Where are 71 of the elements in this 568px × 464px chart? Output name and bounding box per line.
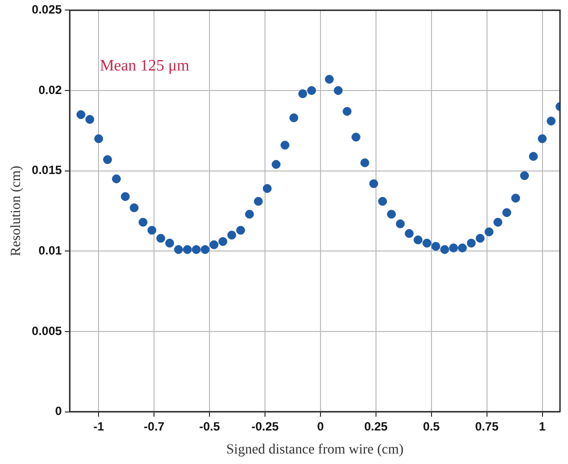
point [138,218,148,227]
point [386,210,396,219]
point [307,86,316,95]
point [324,74,334,84]
x-tick-label: 1 [538,419,546,434]
point [502,208,512,218]
point [422,238,432,248]
point [182,245,192,254]
point [511,194,520,203]
point [289,113,298,122]
point [272,160,281,169]
y-tick-label: 0 [55,404,62,418]
point [192,245,201,254]
point [200,245,210,254]
point [174,245,183,254]
point [236,226,246,235]
point [280,140,290,150]
point [165,238,174,248]
point [520,171,529,180]
y-tick-label: 0.02 [38,82,62,97]
y-tick-label: 0.005 [32,324,62,338]
y-tick-label: 0.01 [38,243,62,258]
point [120,192,130,201]
point [431,242,440,251]
point [147,226,156,235]
point [94,134,104,144]
x-tick-label: 0.5 [423,419,440,434]
point [378,196,388,206]
x-axis-title: Signed distance from wire (cm) [226,442,404,458]
point [538,134,547,144]
y-tick-label: 0.015 [32,163,62,178]
point [298,89,308,98]
x-tick-label: 0.25 [364,419,388,434]
point [130,203,139,212]
point [342,106,352,116]
point [85,114,94,124]
point [484,227,494,236]
point [103,155,112,164]
point [76,110,86,120]
x-tick-label: -0.25 [251,419,280,434]
point [254,196,263,206]
point [210,240,218,250]
y-tick-label: 0.025 [32,2,62,17]
point [262,184,272,193]
point [369,179,378,188]
point [156,234,166,243]
point [414,235,422,244]
point [360,158,370,168]
point [404,229,414,238]
point [245,210,254,219]
point [546,116,556,126]
point [476,234,485,243]
point [449,243,458,252]
point [227,230,236,240]
x-tick-label: 0.75 [475,419,499,434]
x-tick-label: -1 [93,419,104,434]
point [351,132,360,142]
point [112,174,121,184]
y-axis-title: Resolution (cm) [9,165,24,256]
point [458,243,467,252]
point [334,86,343,95]
point [466,238,476,248]
x-tick-label: -0.7 [144,419,165,434]
point [528,152,538,161]
point [218,237,228,246]
annotation: Mean 125 μm [100,57,190,74]
point [440,245,450,254]
x-tick-label: 0 [317,419,324,434]
x-tick-label: -0.5 [199,419,220,434]
point [396,219,405,228]
point [493,218,502,227]
